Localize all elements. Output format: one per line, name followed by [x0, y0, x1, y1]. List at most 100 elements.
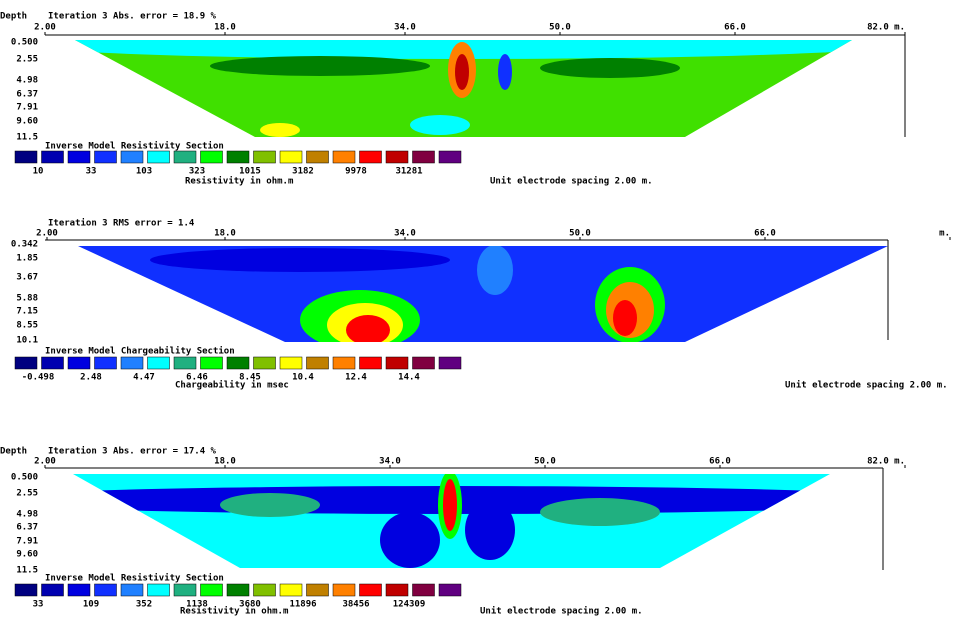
x-label: 18.0 [214, 457, 236, 467]
swatch [173, 150, 197, 164]
depth-label: Depth [0, 12, 27, 22]
depth-value: 5.88 [16, 294, 38, 304]
x-label: 18.0 [214, 23, 236, 33]
x-label: 50.0 [549, 23, 571, 33]
swatch [412, 150, 435, 164]
depth-value: 2.55 [16, 55, 38, 65]
swatch [173, 356, 197, 370]
x-label: 34.0 [379, 457, 401, 467]
swatch [67, 356, 91, 370]
swatch [67, 583, 91, 597]
depth-value: 6.37 [16, 523, 38, 533]
x-label: m. [939, 229, 950, 239]
contour [443, 479, 457, 531]
legend-label: 14.4 [398, 373, 420, 383]
legend-label: 33 [86, 167, 97, 177]
unit-label: Resistivity in ohm.m [185, 176, 294, 187]
depth-value: 3.67 [16, 273, 38, 283]
swatch [332, 356, 356, 370]
contour [477, 246, 513, 295]
swatch [120, 356, 144, 370]
legend-label: 38456 [342, 600, 369, 610]
depth-value: 0.500 [11, 473, 38, 483]
contour [73, 486, 830, 514]
legend-label: 10 [33, 167, 44, 177]
swatch [385, 150, 409, 164]
legend-label: 1015 [239, 167, 261, 177]
swatch [438, 583, 462, 597]
legend-label: 11896 [289, 600, 316, 610]
legend-label: 33 [33, 600, 44, 610]
swatch [120, 150, 144, 164]
x-label: 34.0 [394, 229, 416, 239]
x-label: 2.00 [36, 229, 58, 239]
legend-label: 323 [189, 167, 205, 177]
legend-label: 109 [83, 600, 99, 610]
depth-value: 2.55 [16, 489, 38, 499]
contour [210, 56, 430, 76]
swatch [279, 583, 303, 597]
contour [455, 54, 469, 90]
x-label: 2.00 [34, 457, 56, 467]
depth-value: 6.37 [16, 90, 38, 100]
legend-label: 9978 [345, 167, 367, 177]
swatch [359, 150, 382, 164]
legend-label: 1138 [186, 600, 208, 610]
swatch [226, 150, 250, 164]
legend-label: -0.498 [22, 373, 55, 383]
x-label: 50.0 [534, 457, 556, 467]
x-label: 66.0 [724, 23, 746, 33]
legend-label: 352 [136, 600, 152, 610]
swatch [41, 150, 64, 164]
spacing-label: Unit electrode spacing 2.00 m. [480, 606, 643, 617]
legend-label: 4.47 [133, 373, 155, 383]
contour [220, 493, 320, 517]
swatch [200, 583, 223, 597]
legend-label: 12.4 [345, 373, 367, 383]
swatch [14, 356, 38, 370]
swatch [41, 356, 64, 370]
swatch [306, 150, 329, 164]
contour [540, 58, 680, 78]
contour [346, 315, 390, 342]
swatch [359, 356, 382, 370]
swatch [147, 356, 170, 370]
legend-label: 3680 [239, 600, 261, 610]
panel-header: Iteration 3 Abs. error = 17.4 % [48, 446, 217, 457]
depth-value: 9.60 [16, 117, 38, 127]
swatch [332, 583, 356, 597]
contour [613, 300, 637, 336]
depth-value: 7.91 [16, 537, 38, 547]
x-label: 82.0 m. [867, 457, 905, 467]
x-label: 34.0 [394, 23, 416, 33]
legend-title: Inverse Model Resistivity Section [45, 141, 224, 152]
legend-label: 124309 [393, 600, 426, 610]
depth-value: 11.5 [16, 133, 38, 143]
swatch [120, 583, 144, 597]
swatch [94, 583, 117, 597]
swatch [94, 356, 117, 370]
legend-label: 8.45 [239, 373, 261, 383]
depth-value: 11.5 [16, 566, 38, 576]
x-label: 66.0 [709, 457, 731, 467]
depth-value: 4.98 [16, 510, 38, 520]
swatch [14, 150, 38, 164]
unit-label: Resistivity in ohm.m [180, 606, 289, 617]
swatch [94, 150, 117, 164]
swatch [385, 583, 409, 597]
swatch [173, 583, 197, 597]
x-label: 82.0 m. [867, 23, 905, 33]
swatch [253, 583, 276, 597]
contour [150, 248, 450, 272]
panel-header: Iteration 3 Abs. error = 18.9 % [48, 11, 217, 22]
swatch [253, 150, 276, 164]
contour [380, 512, 440, 568]
swatch [279, 150, 303, 164]
contour [410, 115, 470, 135]
panel-header: Iteration 3 RMS error = 1.4 [48, 218, 195, 229]
swatch [306, 583, 329, 597]
swatch [438, 356, 462, 370]
swatch [147, 583, 170, 597]
swatch [412, 356, 435, 370]
swatch [359, 583, 382, 597]
